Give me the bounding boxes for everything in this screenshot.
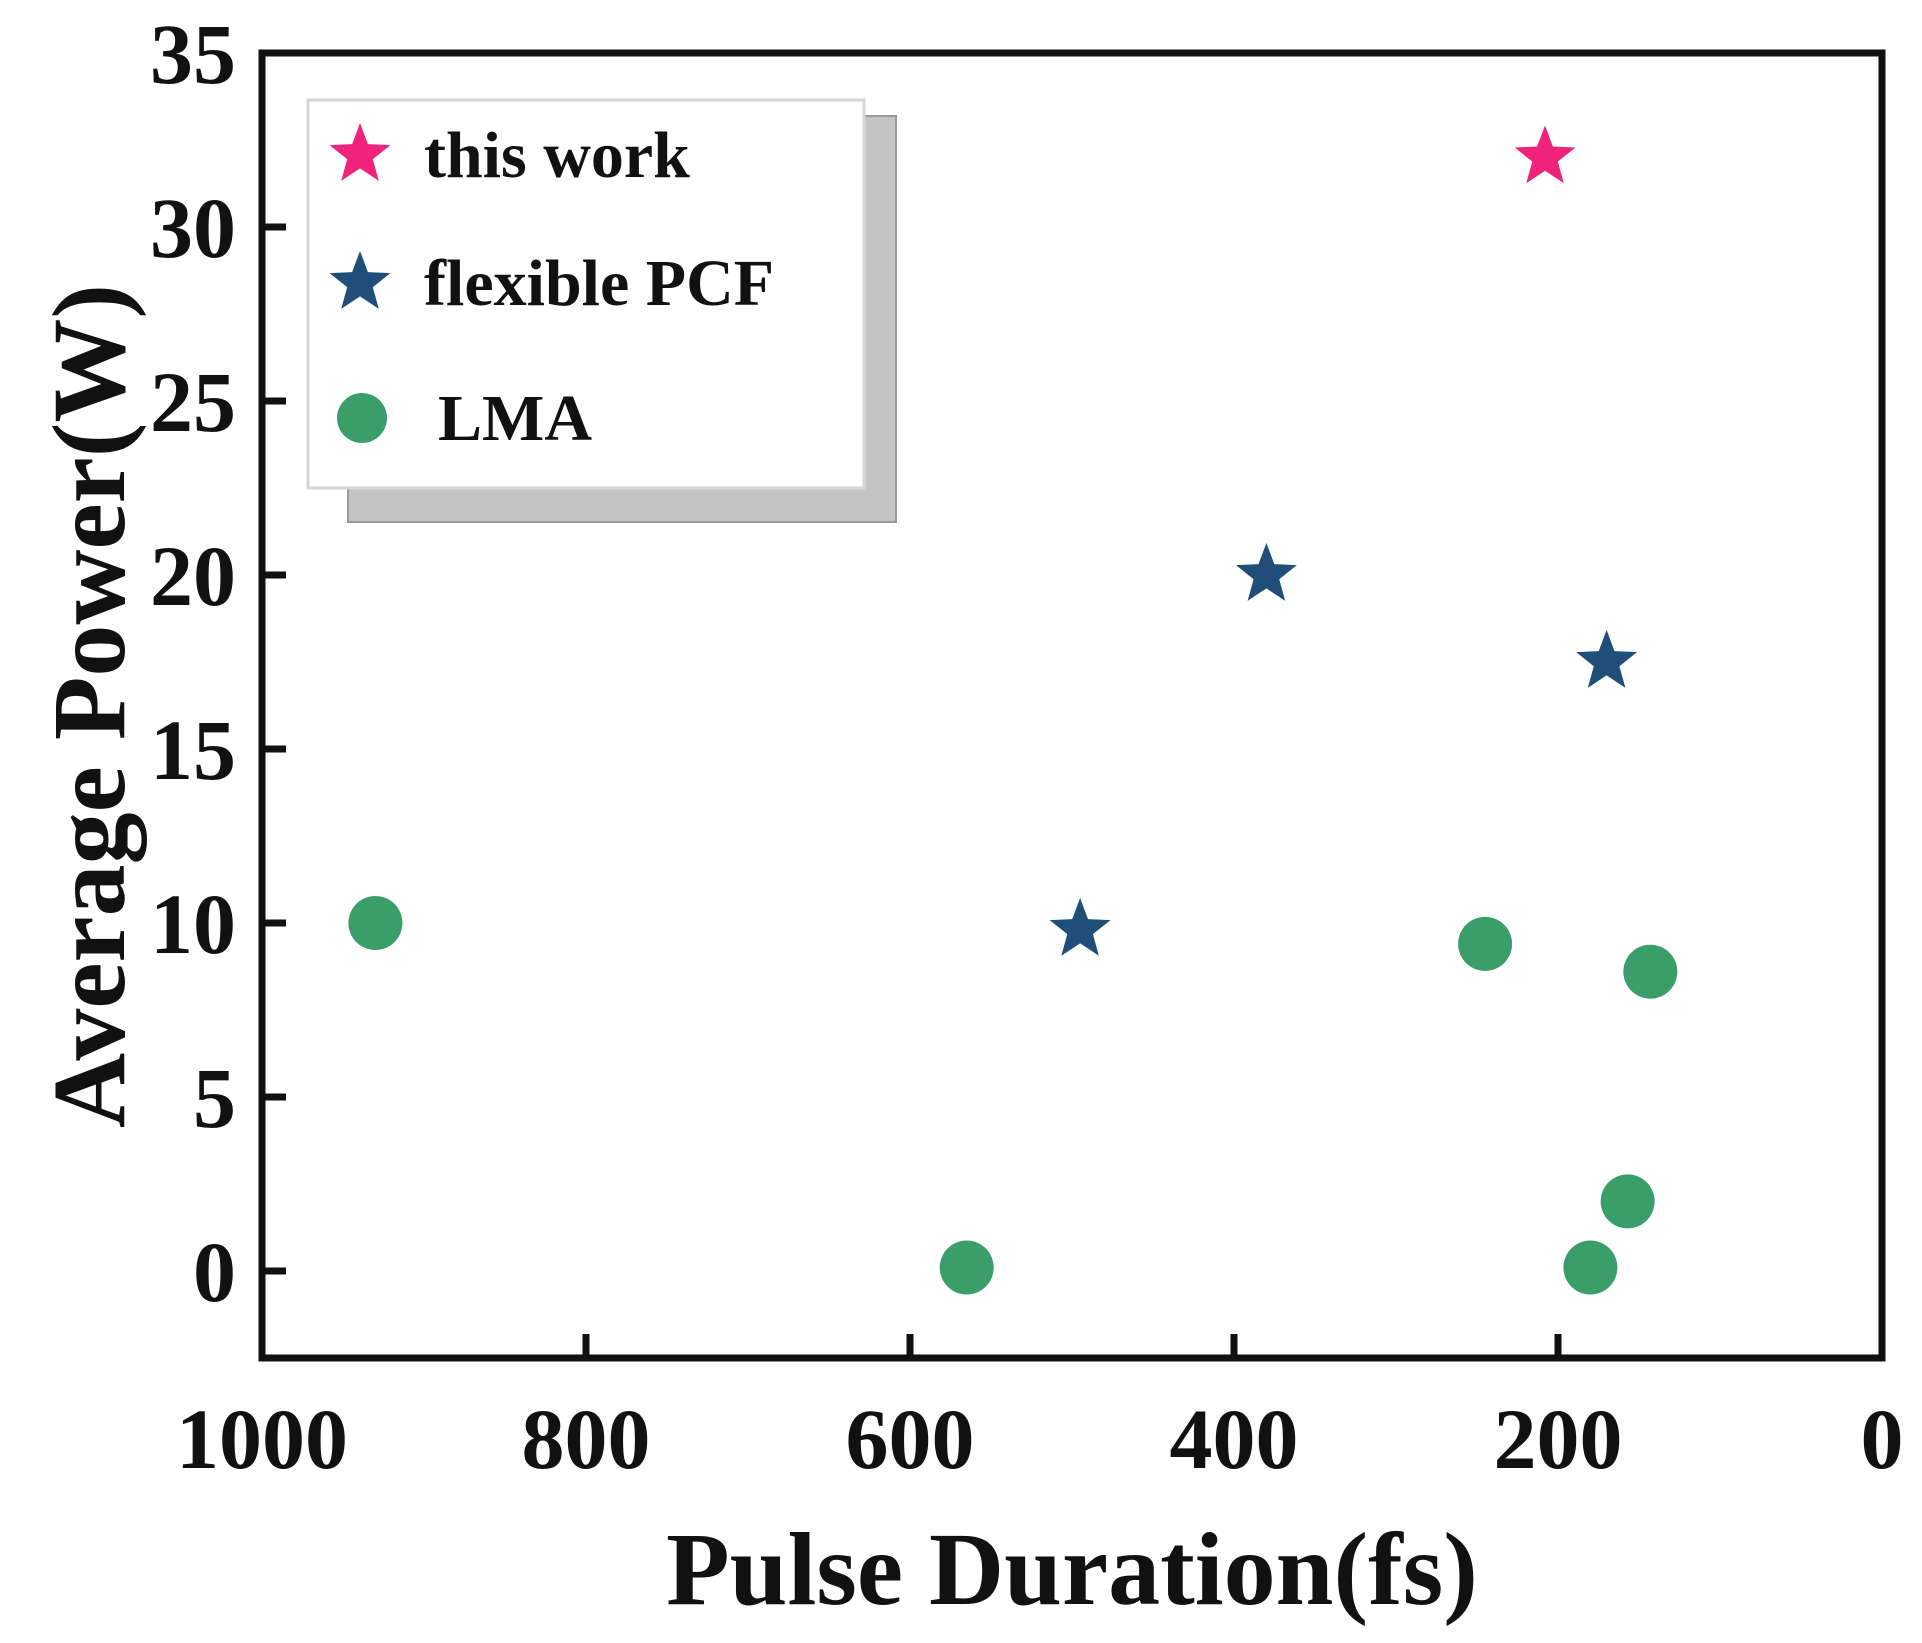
y-tick-label: 10 [150,876,236,972]
y-tick-label: 5 [193,1050,236,1146]
y-tick-label: 20 [150,528,236,624]
legend-label-lma: LMA [438,382,592,455]
legend-marker-this-work [329,123,391,181]
legend: this work flexible PCF LMA [306,98,897,523]
legend-entries: this work flexible PCF LMA [329,119,774,455]
x-tick-label: 1000 [176,1391,348,1487]
x-tick-label: 200 [1494,1391,1623,1487]
x-axis-title: Pulse Duration(fs) [666,1512,1478,1627]
y-tick-label: 0 [193,1224,236,1320]
point-flexible-pcf [1576,630,1637,688]
y-tick-label: 30 [150,180,236,276]
legend-label-this-work: this work [424,119,690,192]
legend-marker-flexible-pcf [329,251,391,309]
point-lma [348,896,403,950]
axis-ticks: 1000 800 600 400 200 0 0 5 10 15 20 25 30 35 [150,6,1904,1487]
legend-marker-lma [337,393,387,443]
point-flexible-pcf [1049,898,1111,956]
x-tick-label: 600 [846,1391,975,1487]
point-this-work [1514,125,1576,184]
x-tick-label: 0 [1861,1391,1904,1487]
plot-frame [258,49,1886,1362]
x-tick-label: 400 [1170,1391,1299,1487]
x-tick-label: 800 [522,1391,651,1487]
point-lma [1458,916,1513,971]
point-lma [1600,1174,1655,1229]
y-axis-title: Average Power(W) [32,284,147,1128]
y-tick-label: 25 [150,354,236,450]
y-tick-label: 15 [150,702,236,798]
legend-box [306,98,866,490]
point-lma [939,1240,994,1295]
point-lma [1563,1240,1618,1295]
point-flexible-pcf [1236,543,1297,601]
y-tick-label: 35 [150,6,236,102]
legend-label-flexible-pcf: flexible PCF [424,247,774,320]
point-lma [1623,944,1678,999]
data-marks [348,125,1678,1295]
